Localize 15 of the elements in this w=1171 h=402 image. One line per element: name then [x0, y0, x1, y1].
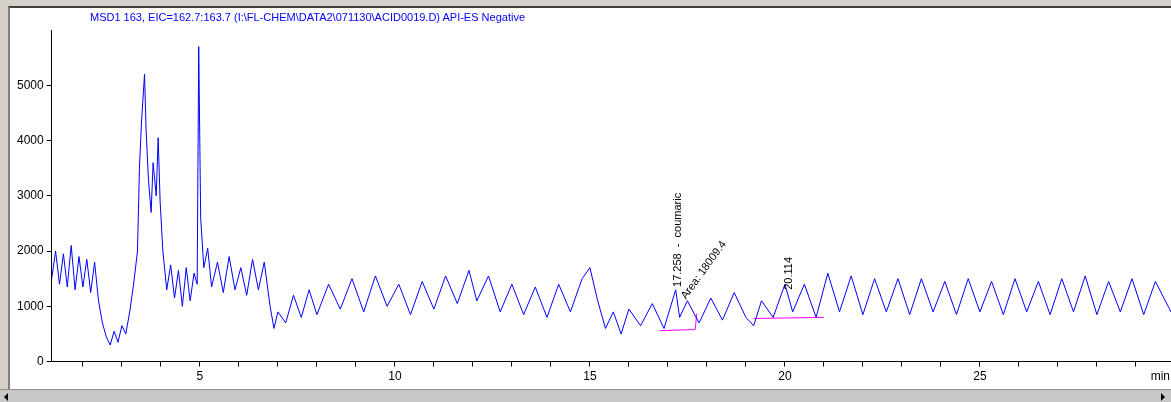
x-tick-label: 5 [196, 369, 204, 384]
y-tick-label: 4000 [16, 132, 45, 147]
y-tick-label: 0 [37, 353, 45, 368]
y-tick-label: 3000 [16, 188, 45, 203]
y-tick-label: 5000 [16, 77, 45, 92]
y-tick-label: 2000 [16, 243, 45, 258]
annotation: 20.114 [782, 256, 795, 290]
y-tick-label: 1000 [16, 298, 45, 313]
chart-title: MSD1 163, EIC=162.7:163.7 (I:\FL-CHEM\DATA2\071130\ACID0019.D) API-ES Negative [90, 11, 526, 23]
x-axis-title: min [1150, 368, 1170, 383]
x-tick-label: 20 [778, 369, 792, 384]
x-tick-label: 25 [973, 369, 987, 384]
x-tick-label: 10 [388, 369, 402, 384]
x-tick-label: 15 [583, 369, 597, 384]
annotation: 17.258 - coumaric [670, 192, 683, 287]
